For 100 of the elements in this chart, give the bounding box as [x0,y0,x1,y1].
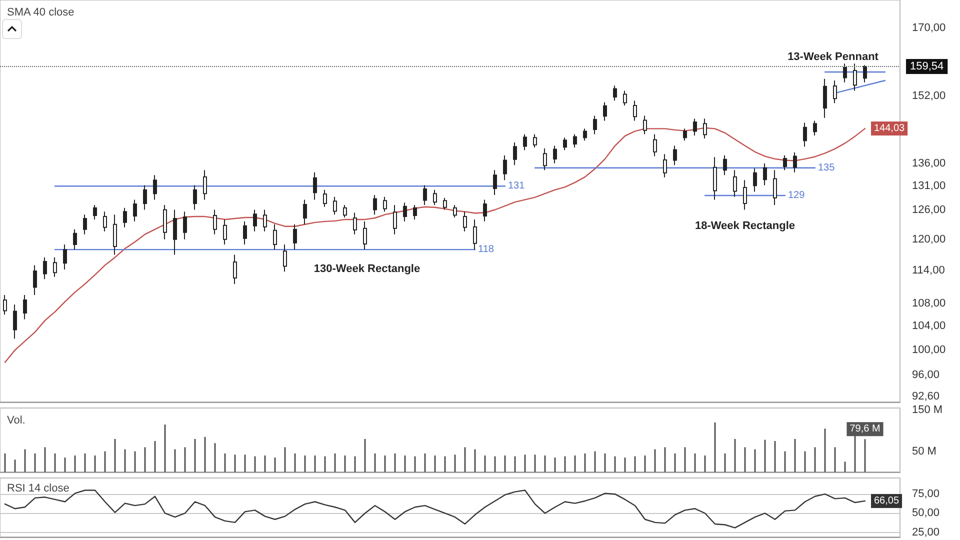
y-tick-label: 100,00 [912,344,946,356]
y-tick-label: 25,00 [912,526,940,538]
candlestick [833,80,837,104]
candlestick [143,184,147,210]
candlestick [563,137,567,151]
candlestick [433,189,437,206]
candlestick [643,115,647,135]
data-label: 118 [478,244,494,256]
candlestick [413,204,417,220]
annotation: 130-Week Rectangle [314,263,420,275]
data-label: 66,05 [874,495,900,506]
candlestick [353,212,357,235]
y-tick-label: 92,60 [912,390,940,403]
candlestick [393,204,397,235]
candlestick [673,145,677,166]
candlestick [793,152,797,173]
candlestick [703,118,707,139]
candlestick [613,85,617,102]
candlestick [483,199,487,222]
y-tick-label: 131,00 [912,180,946,192]
candlestick [513,142,517,166]
candlestick [273,224,277,250]
candlestick [173,209,177,256]
candlestick [123,207,127,228]
candlestick [523,134,527,151]
candlestick [603,102,607,122]
candlestick [133,199,137,222]
candlestick [583,128,587,142]
candlestick [453,204,457,218]
y-tick-label: 104,00 [912,320,946,332]
candlestick [53,256,57,278]
candlestick [733,170,737,198]
y-tick-label: 136,00 [912,157,946,170]
candlestick [313,172,317,200]
candlestick [823,78,827,118]
data-label: 129 [788,190,806,201]
candlestick [193,184,197,210]
candlestick [363,220,367,250]
candlestick [503,154,507,181]
ref-line-label: 159,54 [910,60,944,72]
candlestick [533,134,537,148]
candlestick [773,170,777,206]
candlestick [93,204,97,220]
candlestick [183,211,187,240]
candlestick [13,304,17,340]
candlestick [543,148,547,171]
candlestick [263,209,267,232]
candlestick [423,184,427,206]
candlestick [303,199,307,225]
candlestick [653,134,657,157]
candlestick [343,204,347,218]
candlestick [113,214,117,256]
candlestick [743,180,747,210]
candlestick [493,170,497,196]
y-tick-label: 114,00 [912,264,945,277]
candlestick [593,115,597,135]
text: Vol. [7,414,26,426]
candlestick [253,209,257,232]
data-label: 131 [508,180,526,192]
candlestick [663,154,667,178]
y-tick-label: 96,00 [912,368,940,381]
candlestick [23,294,27,320]
candlestick [863,64,867,83]
y-tick-label: 50 M [912,445,936,458]
candlestick [163,204,167,240]
y-tick-label: 126,00 [912,204,946,216]
candlestick [683,128,687,142]
candlestick [153,174,157,200]
candlestick [203,170,207,200]
candlestick [293,224,297,250]
y-tick-label: 50,00 [912,507,940,520]
candlestick [693,118,697,136]
candlestick [813,120,817,136]
candlestick [803,122,807,148]
candlestick [43,256,47,280]
y-tick-label: 152,00 [912,90,946,102]
candlestick [233,254,237,284]
candlestick [753,168,757,192]
candlestick [213,209,217,235]
candlestick [473,218,477,250]
text: SMA 40 close [7,6,74,18]
candlestick [243,220,247,245]
candlestick [333,196,337,216]
y-tick-label: 120,00 [912,233,946,246]
data-label: 144,03 [874,123,906,134]
candlestick [103,211,107,232]
candlestick [373,194,377,216]
candlestick [323,189,327,208]
candlestick [3,294,7,316]
candlestick [713,156,717,200]
line-series [4,127,866,363]
candlestick [383,196,387,212]
candlestick [553,145,557,164]
candlestick [853,63,857,92]
candlestick [73,228,77,250]
candlestick [443,197,447,210]
data-label: 135 [818,162,836,174]
chart-title: RSI 14 close [7,482,70,494]
annotation: 13-Week Pennant [788,51,879,63]
candlestick [283,244,287,272]
